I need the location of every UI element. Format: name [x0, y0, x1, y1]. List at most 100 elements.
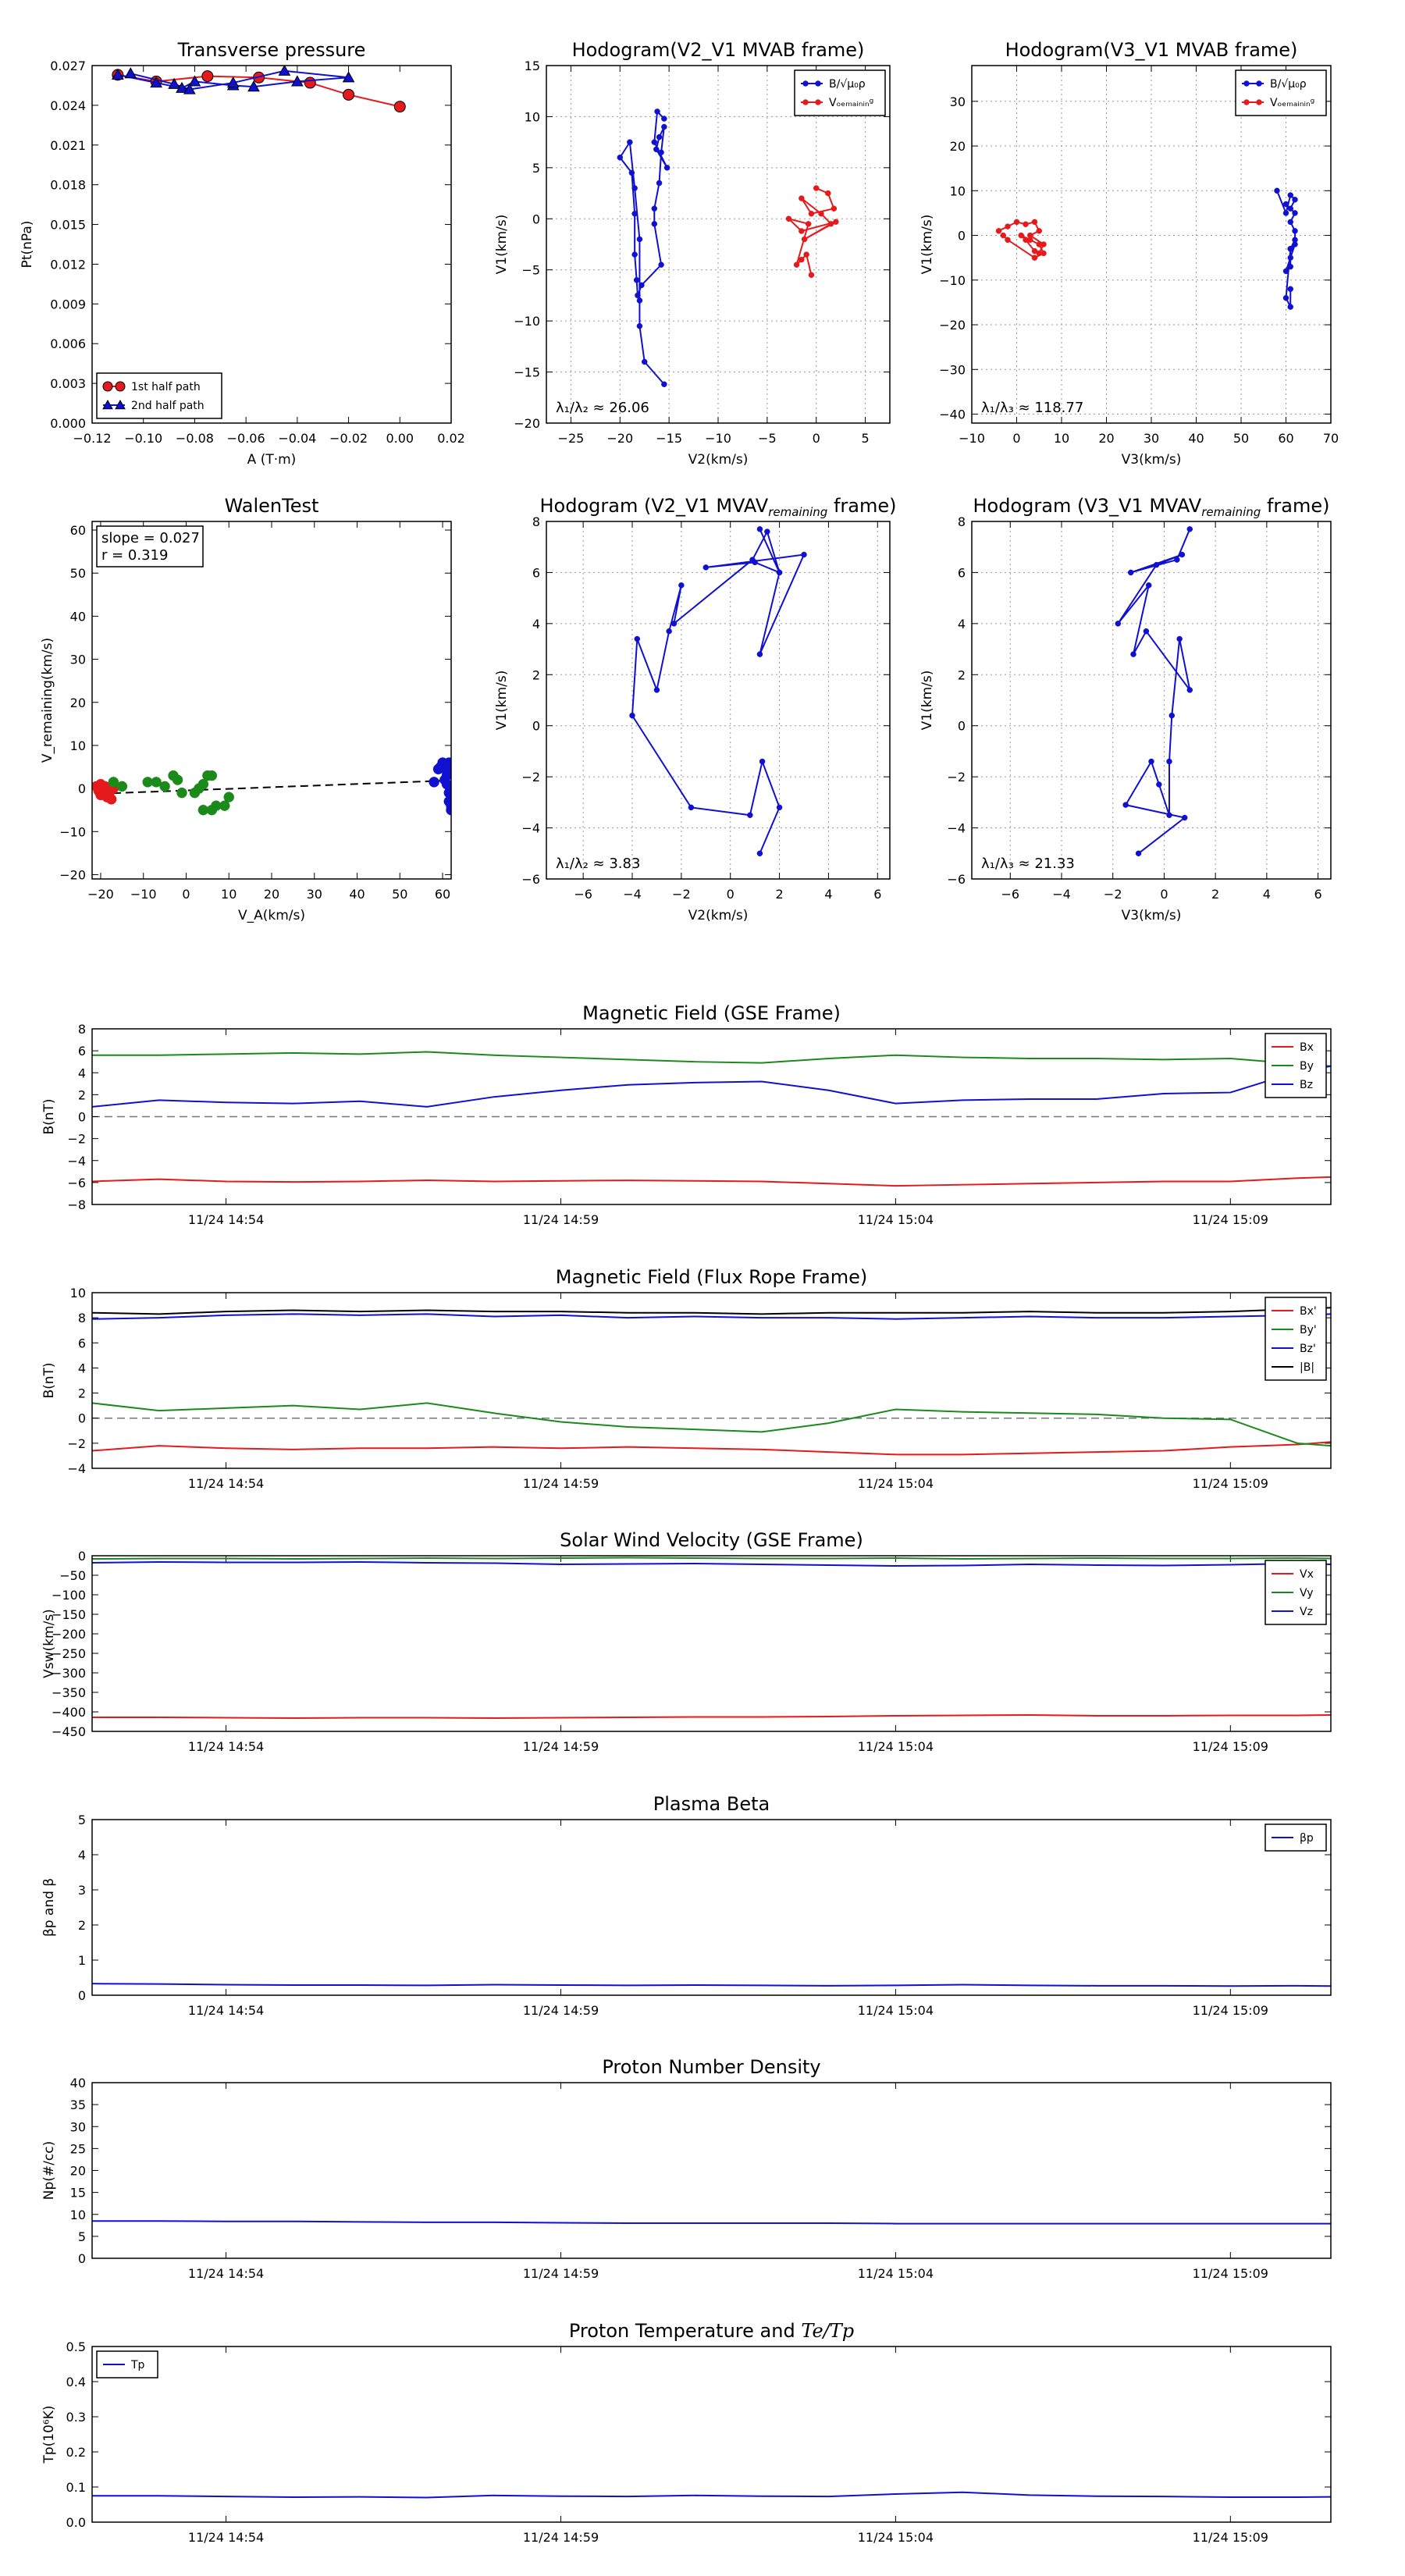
x-axis-label: V2(km/s)	[688, 452, 749, 468]
x-tick-label: 0	[182, 887, 190, 902]
data-point	[1287, 286, 1293, 292]
plot-frame	[91, 2082, 1332, 2259]
x-tick-label: 11/24 14:54	[188, 1476, 264, 1491]
y-tick-label: 0	[78, 781, 86, 796]
data-point	[776, 569, 783, 576]
y-tick-label: 0.4	[66, 2375, 86, 2389]
y-axis-label: Vsw(km/s)	[41, 1609, 57, 1678]
plot-frame	[546, 65, 891, 424]
chart-title: Hodogram (V2_V1 MVAVremaining frame)	[540, 495, 897, 519]
magnetic-field-flux-rope-chart: Magnetic Field (Flux Rope Frame) 11/24 14…	[41, 1266, 1332, 1491]
proton-temperature-chart: Proton Temperature and Te/Tp 11/24 14:54 1…	[41, 2320, 1332, 2545]
chart-title-suffix: frame)	[1261, 495, 1329, 517]
data-point	[661, 116, 667, 122]
x-tick-label: 20	[1098, 431, 1114, 446]
y-axis-label: Tp(10⁶K)	[41, 2405, 57, 2464]
x-tick-label: 60	[435, 887, 450, 902]
legend-marker	[815, 80, 821, 87]
x-tick-label: −0.02	[329, 431, 368, 446]
data-point	[631, 251, 638, 258]
y-tick-label: 3	[78, 1883, 86, 1898]
eigenvalue-ratio-annotation: λ₁/λ₂ ≈ 26.06	[556, 400, 649, 416]
data-point	[1282, 268, 1289, 275]
x-tick-label: 11/24 15:09	[1193, 1212, 1268, 1227]
y-tick-label: −4	[67, 1154, 86, 1169]
y-tick-label: −20	[514, 416, 540, 431]
legend-marker	[102, 399, 113, 410]
y-axis-label: B(nT)	[41, 1098, 57, 1134]
series-line-0	[92, 2491, 1331, 2499]
data-point	[1282, 294, 1289, 301]
x-tick-label: 30	[1144, 431, 1159, 446]
data-point	[661, 381, 667, 388]
data-point	[1292, 197, 1298, 203]
legend-label: 1st half path	[131, 381, 201, 393]
fit-stats-frame	[96, 525, 204, 568]
y-tick-label: −4	[67, 1461, 86, 1476]
x-tick-label: 11/24 14:59	[523, 1212, 599, 1227]
y-tick-label: 0.5	[66, 2339, 86, 2354]
plot-area	[629, 526, 807, 857]
x-tick-label: 11/24 15:04	[858, 1212, 934, 1227]
data-point	[818, 210, 824, 217]
y-tick-label: −2	[521, 770, 540, 785]
plot-frame	[971, 65, 1332, 424]
y-tick-label: 8	[958, 514, 966, 529]
x-tick-label: 11/24 14:59	[523, 1476, 599, 1491]
legend: βp	[1264, 1823, 1327, 1852]
plot-area	[92, 1307, 1331, 1456]
data-point	[1166, 812, 1172, 818]
y-tick-label: 0.006	[50, 336, 86, 351]
y-axis-label: Np(#/cc)	[41, 2141, 57, 2200]
y-tick-label: 0.2	[66, 2445, 86, 2460]
x-tick-label: 40	[1188, 431, 1204, 446]
x-tick-label: 60	[1278, 431, 1293, 446]
legend-marker	[802, 80, 809, 87]
hodogram-v3-v1-mvav-chart: Hodogram (V3_V1 MVAVremaining frame) −6 −4…	[919, 495, 1332, 923]
data-point	[172, 774, 183, 785]
y-tick-label: −6	[947, 872, 966, 887]
solar-wind-velocity-chart: Solar Wind Velocity (GSE Frame) 11/24 14:…	[41, 1529, 1332, 1754]
y-tick-label: 0	[78, 1988, 86, 2003]
data-point	[654, 109, 660, 115]
y-tick-label: 5	[78, 2229, 86, 2244]
legend-label: Bx	[1300, 1041, 1314, 1054]
plot-frame	[546, 521, 891, 880]
hodogram-v3-v1-mvab-chart: Hodogram(V3_V1 MVAB frame) −10 0 10 20 30 40 50…	[919, 39, 1339, 468]
data-point	[201, 70, 214, 83]
y-tick-label: 8	[532, 514, 540, 529]
x-tick-label: 10	[1054, 431, 1069, 446]
data-point	[756, 850, 763, 857]
y-tick-label: 0	[958, 719, 966, 734]
x-tick-label: 11/24 15:09	[1193, 1739, 1268, 1754]
data-point	[617, 155, 624, 161]
legend-label: Vₒₑₘₐᵢₙᵢₙᵍ	[829, 97, 873, 109]
data-point	[1174, 557, 1180, 563]
legend-marker	[102, 381, 113, 392]
eigenvalue-ratio-annotation: λ₁/λ₂ ≈ 3.83	[556, 856, 640, 872]
data-point	[1292, 228, 1298, 234]
y-tick-label: −400	[52, 1705, 86, 1720]
legend: 1st half path 2nd half path	[96, 372, 222, 419]
y-tick-label: 15	[70, 2186, 86, 2201]
legend-label: Bz	[1300, 1079, 1313, 1091]
data-point	[670, 621, 678, 627]
y-tick-label: −2	[947, 770, 966, 785]
chart-title-suffix: frame)	[827, 495, 896, 517]
chart-title: Plasma Beta	[653, 1793, 770, 1815]
y-tick-label: 0	[78, 1549, 86, 1564]
chart-title: Hodogram(V2_V1 MVAB frame)	[572, 39, 865, 61]
y-tick-label: 0	[958, 229, 966, 244]
chart-title-text: Hodogram(V2_V1 MVAB frame)	[572, 39, 865, 61]
legend: Tp	[96, 2350, 158, 2379]
chart-title-text: Hodogram(V3_V1 MVAB frame)	[1005, 39, 1298, 61]
x-tick-label: 4	[824, 887, 832, 902]
plot-area	[92, 2491, 1331, 2499]
x-tick-label: 11/24 14:54	[188, 2003, 264, 2018]
legend: B/√μ₀ρ Vₒₑₘₐᵢₙᵢₙᵍ	[794, 69, 886, 116]
y-tick-label: −450	[52, 1724, 86, 1739]
x-tick-label: −4	[1052, 887, 1071, 902]
y-tick-label: 0	[78, 2251, 86, 2266]
data-point	[658, 149, 664, 155]
data-point	[631, 185, 638, 191]
